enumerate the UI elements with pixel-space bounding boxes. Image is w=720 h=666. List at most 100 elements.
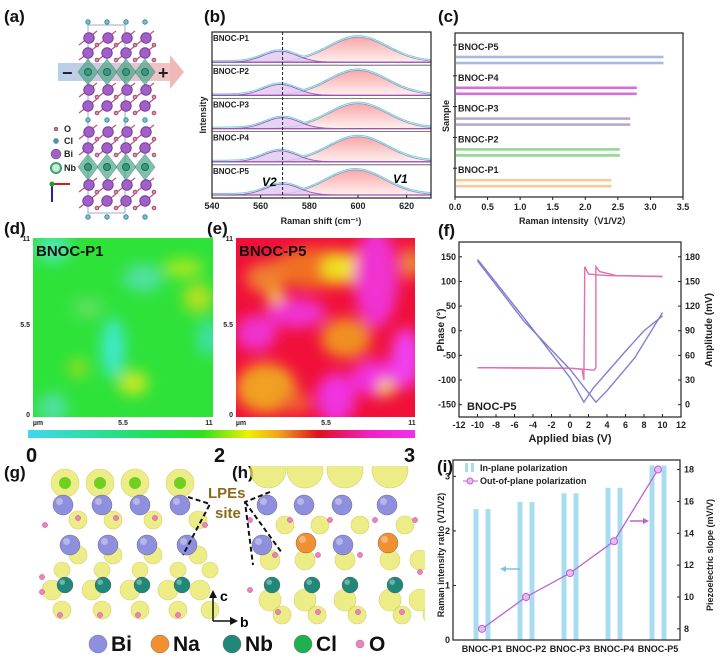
cl-atom: [104, 117, 110, 123]
envelope-BNOC-P2: [212, 68, 431, 96]
charge-density-lobe: [169, 561, 187, 579]
cl-atom: [129, 477, 141, 489]
charge-density-lobe: [350, 515, 370, 535]
legend-label-bi: Bi: [64, 149, 73, 159]
nb-atom: [141, 68, 149, 76]
highlight: [381, 536, 388, 543]
nb-atom: [303, 576, 321, 594]
y-tick-label: 11: [226, 236, 234, 243]
y-axis-label: Intensity: [198, 96, 208, 133]
polarization-arrowhead: [170, 55, 184, 89]
nb-atom: [84, 68, 92, 76]
highlight: [255, 538, 262, 545]
bar-BNOC-P4: [605, 487, 611, 640]
y2-tick-label: 18: [684, 465, 694, 475]
o-atom: [247, 517, 253, 523]
category-label: BNOC-P2: [458, 134, 499, 144]
y2-tick-label: 120: [685, 301, 700, 311]
x-tick-label: 6: [623, 420, 628, 430]
cl-atom: [142, 117, 148, 123]
bi-atom: [331, 494, 353, 516]
bi-atom: [82, 100, 94, 112]
nb-atom: [386, 576, 404, 594]
phase-loop-forward: [477, 264, 663, 371]
bi-atom: [176, 534, 198, 556]
bar-BNOC-P2: [456, 148, 620, 151]
y-tick-label: -100: [438, 375, 456, 385]
sample-annotation: BNOC-P5: [467, 401, 517, 413]
highlight: [95, 498, 102, 505]
highlight: [380, 498, 387, 505]
x-tick-label: 0.5: [481, 202, 494, 212]
y2-tick-label: 14: [684, 528, 694, 538]
colorbar-label-2: 2: [214, 445, 225, 467]
legend-bar-marker: [465, 463, 468, 472]
bi-atom: [121, 32, 133, 44]
bi-atom: [129, 494, 151, 516]
highlight: [260, 498, 267, 505]
pfm-hysteresis-chart: -12 -10 -8 -6 -4 -2 0 2 4 6 8 10 12 150 100 50 0 -50 -100 -…: [436, 241, 715, 445]
heatmap-blobs: [35, 238, 213, 417]
nb-atom: [341, 576, 359, 594]
charge-density-lobe: [53, 561, 71, 579]
nb-atom: [141, 163, 149, 171]
o-atom: [151, 152, 157, 158]
phase-loop-reverse: [477, 266, 663, 381]
legend-out-of-plane: Out-of-plane polarization: [480, 476, 587, 486]
charge-density-lobe: [307, 605, 327, 625]
charge-density-lobe: [392, 605, 412, 625]
heatmap-domain: [281, 393, 311, 413]
o-atom: [327, 517, 333, 523]
x-tick-label: -2: [547, 420, 555, 430]
y-tick-label: 150: [441, 252, 456, 262]
o-atom: [151, 110, 157, 116]
x-axis-label: Raman shift (cm⁻¹): [281, 216, 362, 226]
legend-marker-o: [53, 126, 59, 132]
legend-in-plane: In-plane polarization: [480, 463, 568, 473]
o-atom: [151, 57, 157, 63]
y-tick-label: 5.5: [20, 322, 30, 329]
axis-origin: [49, 181, 55, 187]
x-tick-label: 600: [350, 201, 365, 211]
bi-atom: [101, 195, 113, 207]
o-atom: [57, 612, 63, 618]
o-atom: [287, 517, 293, 523]
x-tick-label: 2: [586, 420, 591, 430]
highlight: [173, 498, 180, 505]
bi-atom: [102, 179, 114, 191]
bar-BNOC-P5: [456, 55, 664, 59]
legend-line-dot: [466, 477, 474, 485]
charge-density-lobe: [168, 600, 188, 620]
legend-marker-bi: [50, 148, 62, 160]
x-tick-label: 11: [205, 420, 213, 427]
plot-frame: [454, 32, 684, 198]
cb-axes: c b: [209, 588, 249, 630]
y-tick-label: 100: [441, 276, 456, 286]
charge-density-lobe: [310, 515, 330, 535]
heatmap-domain: [101, 318, 125, 378]
y2-tick-label: 180: [685, 252, 700, 262]
nb-atom: [263, 576, 281, 594]
bar-BNOC-P1: [456, 178, 612, 182]
y-axis-label: Raman intensity ratio (V1/V2): [436, 493, 446, 618]
o-atom: [175, 612, 181, 618]
x-tick-label: -12: [452, 420, 465, 430]
raman-ratio-bar-chart: BNOC-P5 BNOC-P4 BNOC-P3 BNOC-P2 BNOC-P1 0.0 0.…: [441, 32, 689, 226]
heatmap-domain: [236, 315, 276, 351]
o-atom: [372, 517, 378, 523]
category-label: BNOC-P3: [458, 104, 499, 114]
o-atom: [135, 612, 141, 618]
y-tick-label: 5.5: [223, 322, 233, 329]
bi-atom: [140, 179, 152, 191]
x-tick-label: 5.5: [118, 420, 128, 427]
x-tick-label: BNOC-P3: [550, 644, 591, 654]
charge-density-lobe: [408, 588, 425, 612]
x-tick-label: -4: [529, 420, 537, 430]
bi-atom: [140, 32, 152, 44]
highlight: [306, 579, 313, 585]
pfm-map-p1: BNOC-P1 11 µm 5.5 5.5 0 11: [20, 236, 213, 427]
x-tick-label: 4: [604, 420, 609, 430]
o-atom: [151, 136, 157, 142]
highlight: [97, 579, 103, 585]
bi-atom: [82, 142, 94, 154]
